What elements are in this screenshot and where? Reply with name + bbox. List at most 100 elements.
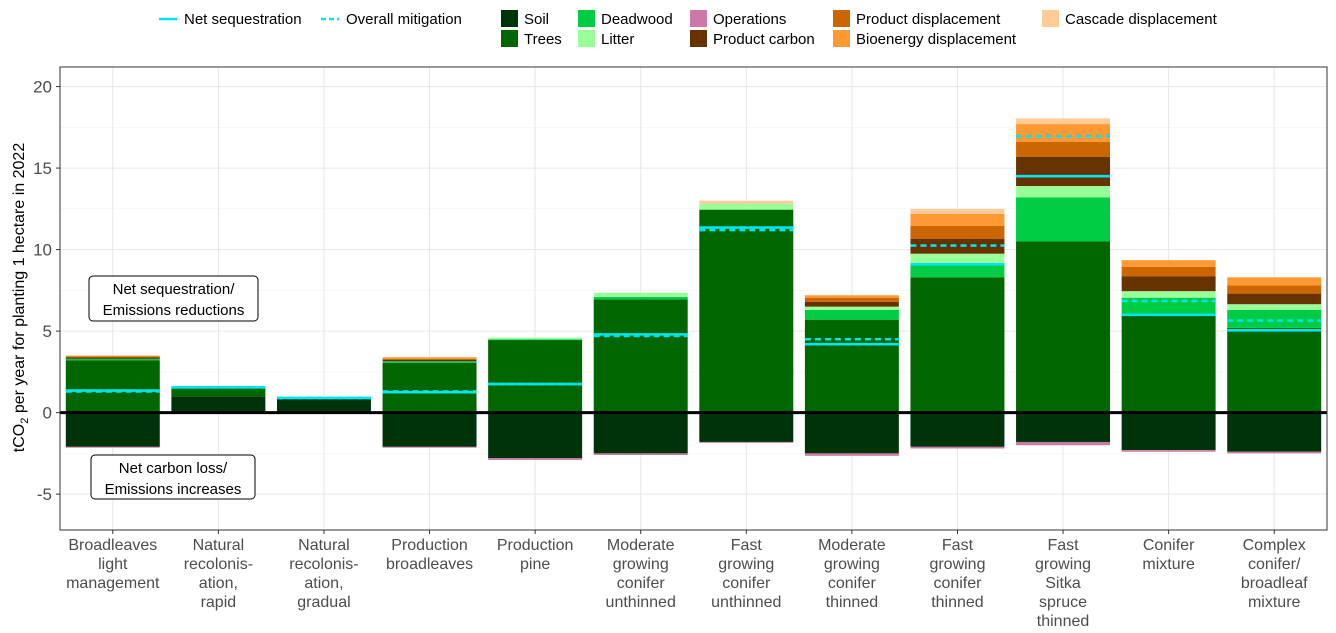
- legend-swatch-cascade-displacement: [1042, 10, 1059, 27]
- x-tick-label-line: growing: [613, 556, 669, 573]
- bars: [65, 118, 1322, 460]
- bar-segment-product-displacement: [65, 356, 160, 358]
- bar-segment-operations: [699, 441, 794, 443]
- bar-segment-bioenergy-displacement: [1227, 277, 1322, 286]
- legend-label: Net sequestration: [184, 11, 302, 28]
- bar-segment-soil: [699, 412, 794, 442]
- x-tick-label: Moderate growing conifer unthinned: [606, 537, 676, 611]
- x-tick-label-line: Fast: [731, 537, 763, 554]
- bar-segment-product-carbon: [1016, 156, 1111, 187]
- bar-segment-deadwood: [488, 339, 583, 341]
- y-tick-label: 15: [33, 159, 52, 178]
- bar-segment-operations: [804, 453, 899, 456]
- x-tick-label-line: conifer/: [1248, 556, 1301, 573]
- x-tick-label: Production broadleaves: [386, 537, 473, 573]
- x-tick-label-line: thinned: [826, 594, 879, 611]
- bar-segment-operations: [65, 446, 160, 448]
- x-tick-label: Fast growing conifer thinned: [929, 537, 985, 611]
- y-tick-label: 10: [33, 241, 52, 260]
- y-tick-label: 20: [33, 78, 52, 97]
- bar-segment-litter: [1016, 186, 1111, 198]
- bar-segment-litter: [1121, 291, 1216, 298]
- x-tick-label: Moderate growing conifer thinned: [818, 537, 886, 611]
- y-axis-title-rest: per year for planting 1 hectare in 2022: [11, 143, 28, 418]
- bar-segment-litter: [593, 292, 688, 297]
- bar-segment-operations: [593, 453, 688, 456]
- x-tick-label-line: conifer: [722, 575, 771, 592]
- bar-segment-trees: [171, 388, 266, 397]
- bar-segment-soil: [171, 396, 266, 413]
- bar-segment-product-displacement: [1121, 266, 1216, 277]
- bar-segment-bioenergy-displacement: [1016, 124, 1111, 142]
- bar-segment-product-carbon: [804, 301, 899, 307]
- bar-segment-deadwood: [593, 296, 688, 300]
- x-tick-label-line: growing: [824, 556, 880, 573]
- bar-segment-litter: [488, 337, 583, 340]
- x-tick-label-line: Sitka: [1045, 575, 1081, 592]
- y-tick-label: 5: [43, 322, 52, 341]
- bar-segment-product-carbon: [65, 357, 160, 359]
- x-tick-label-line: growing: [718, 556, 774, 573]
- bar-segment-soil: [593, 412, 688, 454]
- bar-segment-deadwood: [382, 361, 477, 363]
- bar-segment-product-displacement: [1016, 141, 1111, 157]
- x-tick-label-line: thinned: [931, 594, 984, 611]
- bar-segment-product-carbon: [1121, 276, 1216, 292]
- bar-segment-trees: [488, 340, 583, 413]
- bar-segment-soil: [1016, 412, 1111, 442]
- legend-label: Cascade displacement: [1065, 11, 1218, 28]
- bar-segment-deadwood: [1016, 197, 1111, 242]
- legend-label: Trees: [524, 31, 562, 48]
- y-axis-title: tCO2 per year for planting 1 hectare in …: [11, 143, 31, 453]
- x-tick-label-line: growing: [1035, 556, 1091, 573]
- y-axis-title-subscript: 2: [19, 418, 31, 424]
- bar-segment-operations: [382, 446, 477, 448]
- x-tick-label-line: spruce: [1039, 594, 1087, 611]
- legend-label: Soil: [524, 11, 549, 28]
- bar-segment-soil: [910, 412, 1005, 447]
- x-tick-label-line: ation,: [304, 575, 343, 592]
- x-tick-label-line: Natural: [298, 537, 350, 554]
- bar-segment-trees: [382, 362, 477, 413]
- x-tick-label-line: pine: [520, 556, 550, 573]
- bar-segment-soil: [1121, 412, 1216, 451]
- bar-segment-cascade-displacement: [910, 208, 1005, 214]
- x-tick-label-line: management: [66, 575, 160, 592]
- x-tick-label-line: rapid: [201, 594, 237, 611]
- x-tick-label-line: unthinned: [711, 594, 781, 611]
- x-tick-label-line: light: [98, 556, 128, 573]
- x-tick-label-line: Moderate: [607, 537, 675, 554]
- annotation-net-carbon-loss: Net carbon loss/Emissions increases: [90, 454, 256, 500]
- bar-segment-bioenergy-displacement: [382, 357, 477, 359]
- bar-segment-cascade-displacement: [1016, 118, 1111, 125]
- x-tick-label: Natural recolonis-ation, gradual: [289, 537, 358, 611]
- legend-swatch-bioenergy-displacement: [833, 30, 850, 47]
- bar-segment-operations: [910, 446, 1005, 449]
- legend-swatch-soil: [501, 10, 518, 27]
- bar-segment-cascade-displacement: [699, 200, 794, 204]
- bar-segment-deadwood: [804, 309, 899, 320]
- annotation-net-sequestration: Net sequestration/Emissions reductions: [88, 275, 259, 322]
- bar-segment-bioenergy-displacement: [65, 355, 160, 357]
- bar-segment-soil: [382, 412, 477, 447]
- bar-segment-deadwood: [910, 263, 1005, 278]
- x-tick-label-line: Fast: [1047, 537, 1079, 554]
- bar-segment-litter: [804, 306, 899, 310]
- x-tick-label-line: Complex: [1243, 537, 1306, 554]
- x-tick-label-line: gradual: [297, 594, 350, 611]
- annotation-text: Net carbon loss/: [119, 460, 228, 477]
- bar-segment-litter: [1227, 304, 1322, 310]
- legend-swatch-product-displacement: [833, 10, 850, 27]
- bar-segment-operations: [1227, 451, 1322, 454]
- legend-label: Operations: [713, 11, 786, 28]
- annotation-text: Emissions reductions: [103, 302, 245, 319]
- legend-label: Product carbon: [713, 31, 815, 48]
- y-axis: -5 0 5 10 15 20: [33, 78, 60, 504]
- x-tick-label-line: thinned: [1037, 613, 1090, 628]
- legend-swatch-deadwood: [578, 10, 595, 27]
- x-tick-label-line: conifer: [617, 575, 666, 592]
- bar-segment-product-carbon: [382, 359, 477, 362]
- bar-segment-litter: [910, 253, 1005, 264]
- x-tick-label-line: mixture: [1248, 594, 1301, 611]
